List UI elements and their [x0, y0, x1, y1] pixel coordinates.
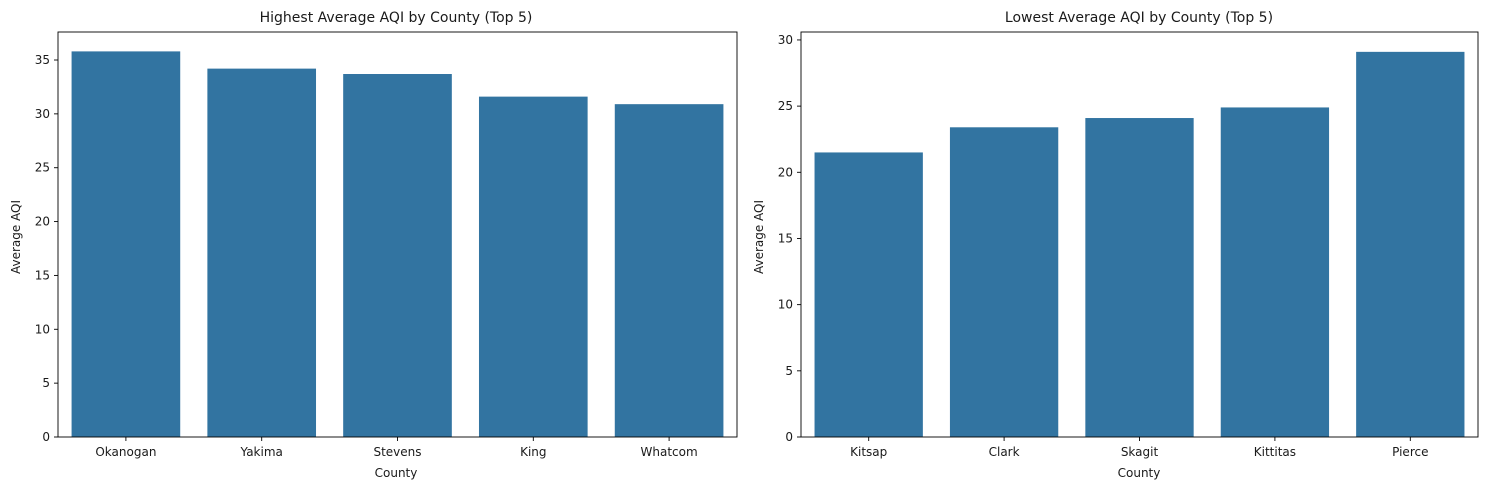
axes-frame — [800, 31, 1479, 438]
chart-lowest-aqi: Lowest Average AQI by County (Top 5) 0 5 1… — [752, 10, 1479, 480]
x-tick-label: Okanogan — [95, 445, 156, 459]
x-tick-label: Stevens — [373, 445, 421, 459]
axes-frame — [57, 31, 738, 438]
bars-group — [814, 51, 1465, 438]
chart-title: Highest Average AQI by County (Top 5) — [260, 10, 533, 26]
bar-kittitas — [1220, 107, 1330, 438]
bar-kitsap — [814, 152, 923, 438]
bar-whatcom — [614, 104, 724, 438]
y-tick-label: 35 — [35, 53, 50, 67]
bars-group — [71, 51, 724, 438]
y-tick-label: 15 — [778, 231, 793, 245]
y-tick-label: 30 — [35, 107, 50, 121]
x-tick-label: Skagit — [1121, 445, 1159, 459]
y-tick-label: 10 — [35, 322, 50, 336]
y-tick-label: 25 — [778, 99, 793, 113]
y-tick-label: 5 — [785, 364, 793, 378]
bar-yakima — [207, 68, 317, 437]
chart-highest-aqi: Highest Average AQI by County (Top 5) 0 5… — [9, 10, 738, 480]
x-tick-label: Kittitas — [1254, 445, 1296, 459]
x-tick-label: Yakima — [240, 445, 283, 459]
x-axis-label: County — [1118, 466, 1161, 480]
x-ticks: Kitsap Clark Skagit Kittitas Pierce — [850, 437, 1428, 459]
x-tick-label: King — [520, 445, 546, 459]
y-tick-label: 30 — [778, 33, 793, 47]
y-ticks: 0 5 10 15 20 25 30 35 — [35, 53, 58, 444]
y-tick-label: 0 — [42, 430, 50, 444]
chart-title: Lowest Average AQI by County (Top 5) — [1005, 10, 1273, 26]
bar-okanogan — [71, 51, 181, 437]
y-tick-label: 20 — [35, 215, 50, 229]
bar-king — [478, 96, 588, 438]
x-tick-label: Pierce — [1392, 445, 1428, 459]
x-axis-label: County — [375, 466, 418, 480]
y-tick-label: 20 — [778, 165, 793, 179]
bar-skagit — [1085, 118, 1194, 437]
x-tick-label: Whatcom — [641, 445, 698, 459]
bar-stevens — [343, 74, 452, 437]
y-tick-label: 0 — [785, 430, 793, 444]
bar-pierce — [1356, 51, 1465, 438]
y-tick-label: 10 — [778, 298, 793, 312]
x-tick-label: Clark — [989, 445, 1020, 459]
y-tick-label: 15 — [35, 268, 50, 282]
y-tick-label: 25 — [35, 161, 50, 175]
bar-clark — [949, 127, 1059, 437]
y-axis-label: Average AQI — [9, 200, 23, 274]
y-axis-label: Average AQI — [752, 200, 766, 274]
x-ticks: Okanogan Yakima Stevens King Whatcom — [95, 437, 698, 459]
y-tick-label: 5 — [42, 376, 50, 390]
y-ticks: 0 5 10 15 20 25 30 — [778, 33, 801, 444]
x-tick-label: Kitsap — [850, 445, 887, 459]
